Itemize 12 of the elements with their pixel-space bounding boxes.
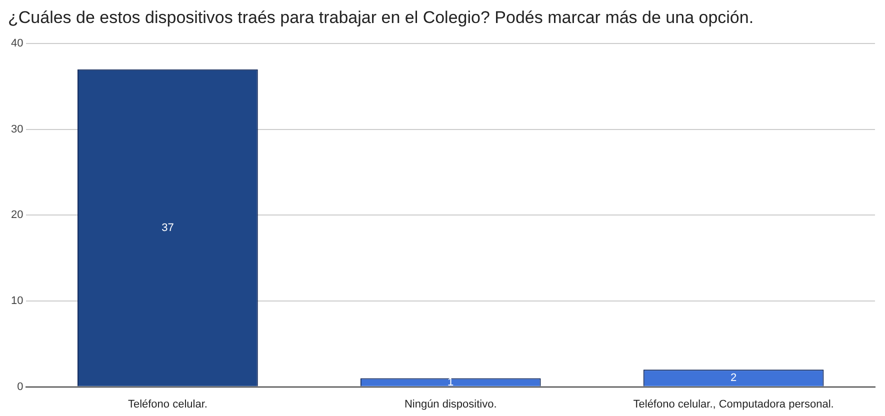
x-tick-label: Teléfono celular. [128, 398, 208, 410]
chart-title: ¿Cuáles de estos dispositivos traés para trabajar en el Colegio? Podés marcar más de una opción. [8, 8, 754, 28]
y-tick-label: 30 [10, 123, 24, 136]
y-tick-label: 0 [17, 380, 24, 393]
data-label: 37 [162, 222, 174, 234]
data-label: 1 [448, 376, 454, 388]
x-tick-label: Ningún dispositivo. [404, 398, 497, 410]
x-tick-label: Teléfono celular., Computadora personal. [633, 398, 834, 410]
y-tick-label: 20 [10, 209, 24, 222]
data-label: 2 [730, 372, 737, 384]
y-tick-label: 40 [10, 38, 24, 50]
y-tick-label: 10 [10, 295, 24, 308]
